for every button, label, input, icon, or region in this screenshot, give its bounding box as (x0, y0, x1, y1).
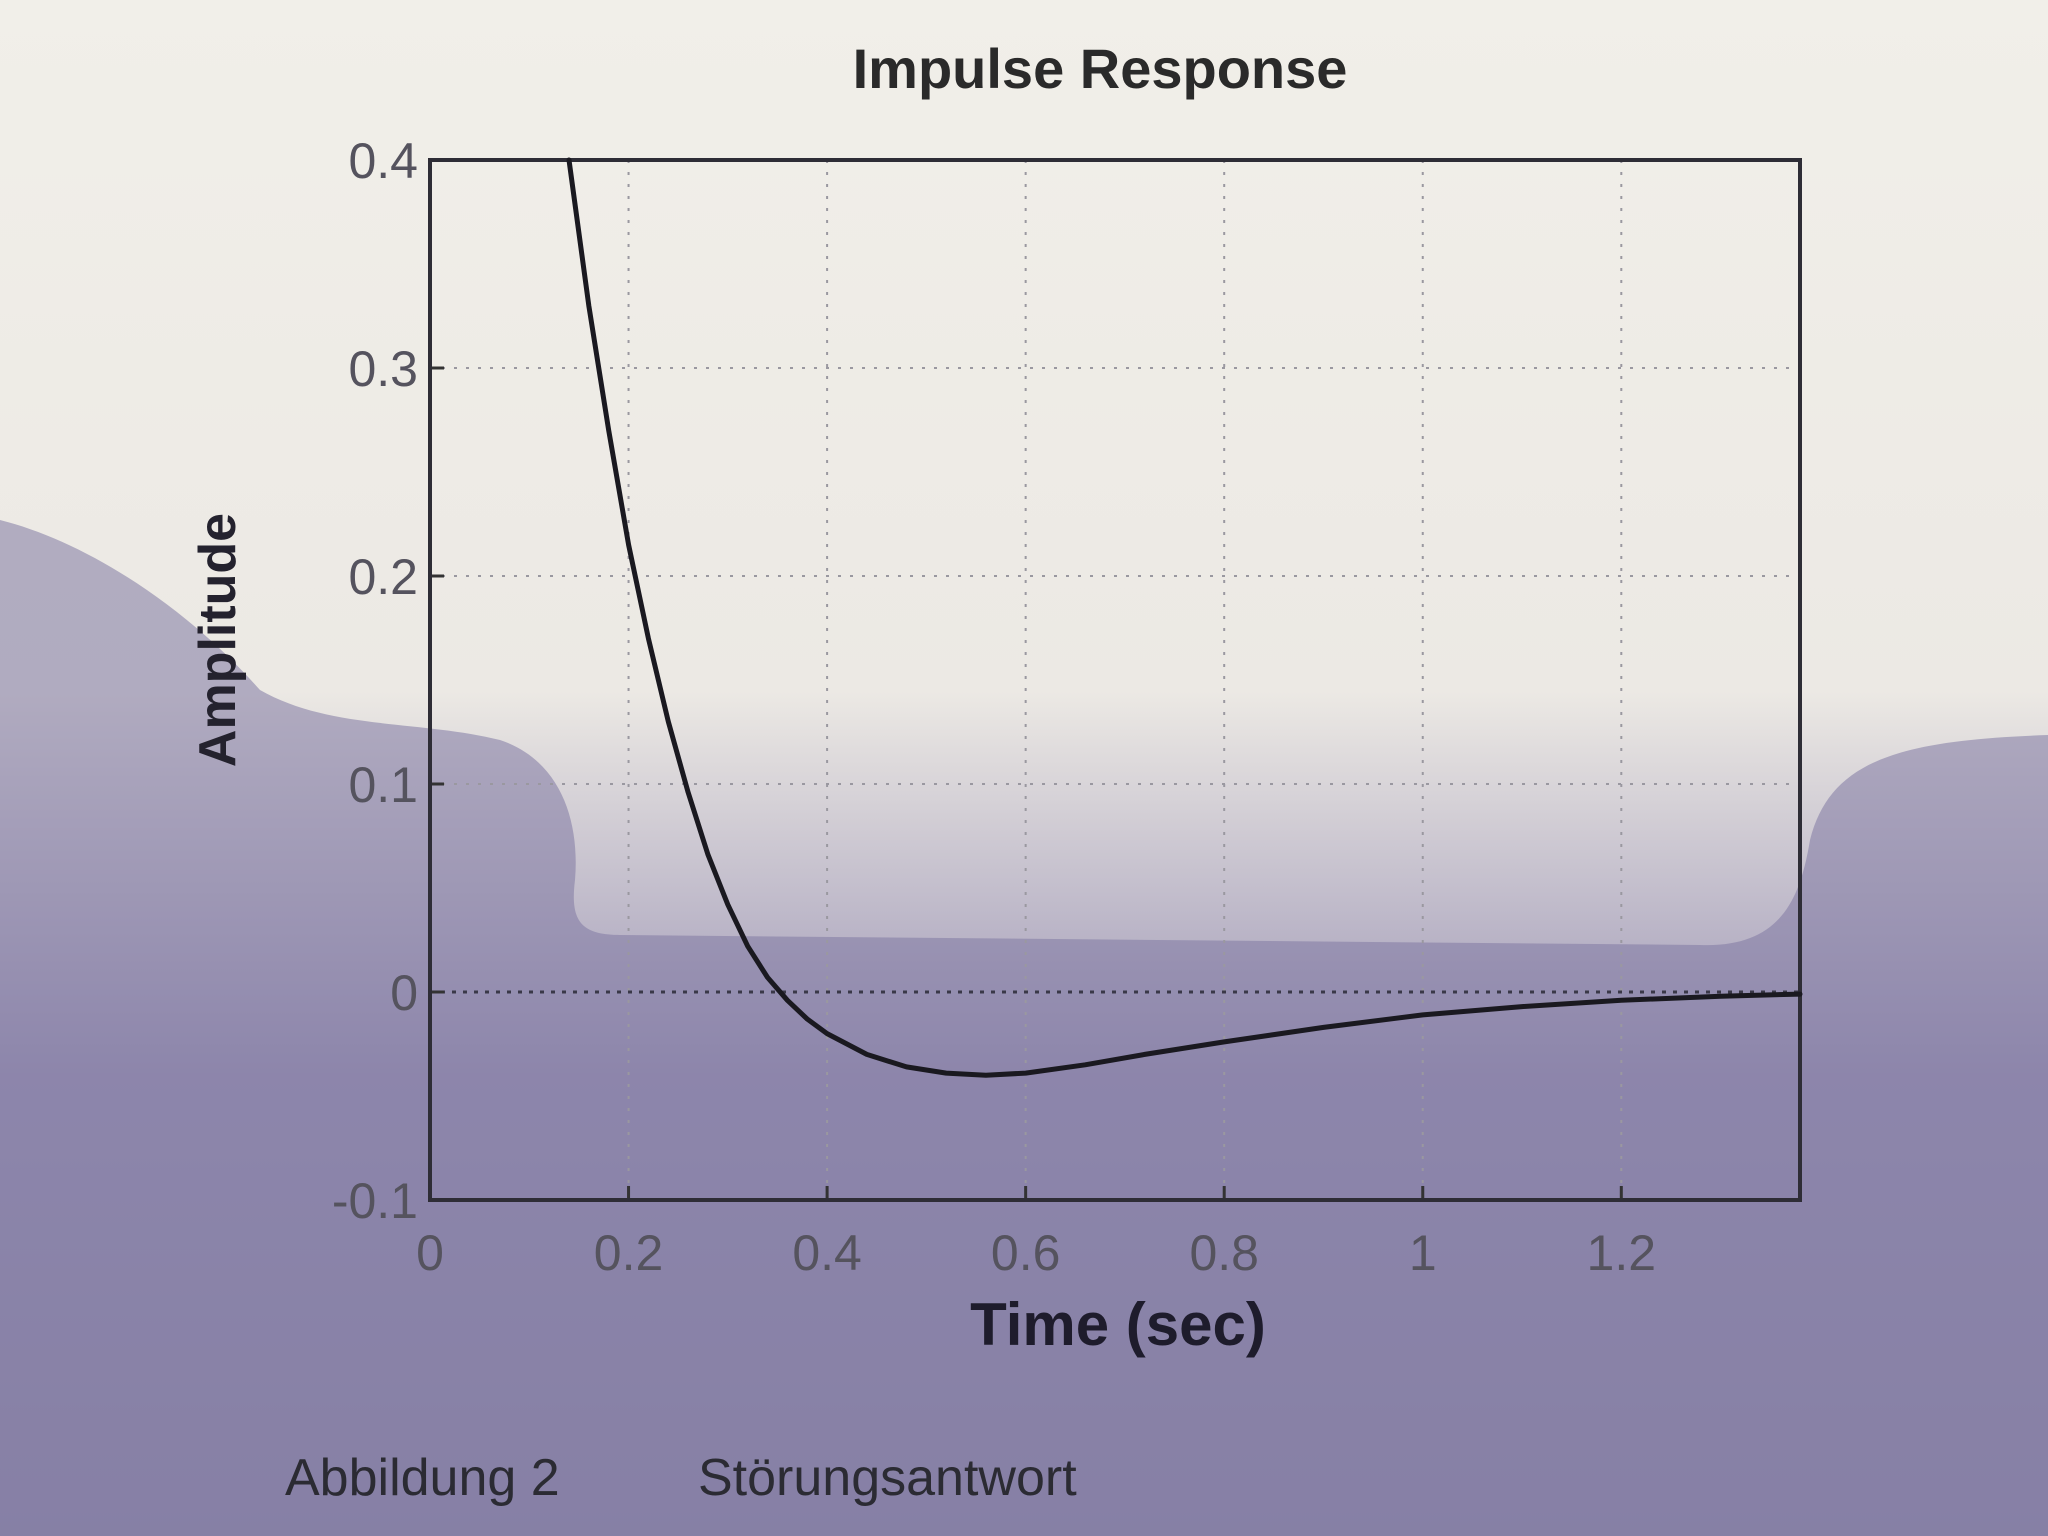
y-tick-label: 0 (390, 965, 418, 1021)
y-tick-label: 0.1 (348, 757, 418, 813)
x-tick-label: 1.2 (1587, 1225, 1657, 1281)
plot-frame (428, 158, 1802, 1202)
x-tick-label: 0.2 (594, 1225, 664, 1281)
axes (428, 158, 1802, 1202)
x-tick-label: 0 (416, 1225, 444, 1281)
y-tick-label: -0.1 (332, 1173, 418, 1229)
figure-caption-title: Störungsantwort (698, 1449, 1077, 1507)
tick-labels: 0 0.2 0.4 0.6 0.8 1 1.2-0.100.10.20.30.4 (332, 133, 1656, 1281)
figure-number: Abbildung 2 (285, 1449, 560, 1507)
x-axis-label: Time (sec) (970, 1291, 1266, 1358)
grid-lines (430, 160, 1800, 1200)
y-tick-label: 0.4 (348, 133, 418, 189)
series (566, 157, 1803, 1078)
x-tick-label: 0.6 (991, 1225, 1061, 1281)
y-axis-label: Amplitude (189, 513, 247, 767)
impulse-response-line (566, 157, 1803, 1078)
x-tick-label: 0.4 (792, 1225, 862, 1281)
x-tick-label: 0.8 (1189, 1225, 1259, 1281)
x-tick-label: 1 (1409, 1225, 1437, 1281)
y-tick-label: 0.3 (348, 341, 418, 397)
chart-title: Impulse Response (853, 37, 1348, 100)
y-tick-label: 0.2 (348, 549, 418, 605)
